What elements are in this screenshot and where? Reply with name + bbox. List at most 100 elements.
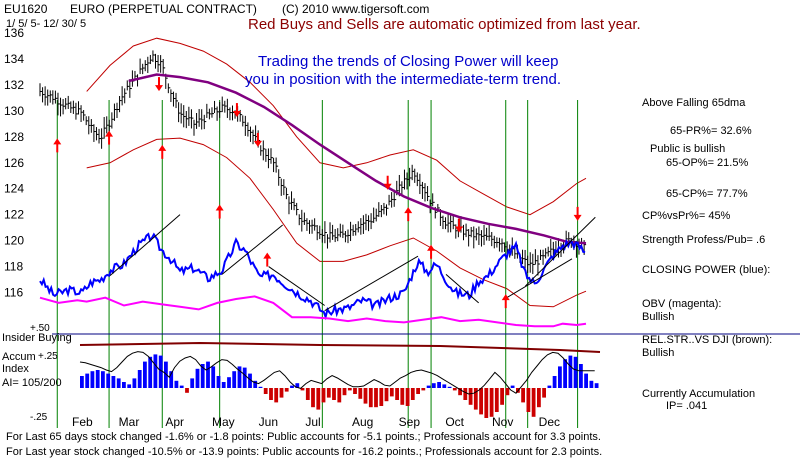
accum-bar-5	[106, 373, 111, 388]
accum-bar-54	[363, 388, 368, 404]
relstr-state: Bullish	[642, 347, 674, 359]
sell-arrow-head-3	[383, 183, 392, 190]
buy-arrow-head-2	[158, 144, 167, 151]
closing-power-layer	[39, 214, 596, 321]
y-tick-label-4: 124	[4, 182, 24, 196]
accum-bar-63	[410, 388, 415, 400]
accum-bar-84	[521, 388, 525, 403]
accum-bar-88	[542, 388, 546, 398]
ip-label: IP= .041	[666, 400, 707, 412]
accum-bar-35	[263, 388, 268, 394]
red-signals-note: Red Buys and Sells are automatic optimiz…	[248, 16, 641, 33]
y-tick-label-3: 122	[4, 208, 24, 222]
accum-bar-71	[452, 388, 457, 391]
accum-bar-30	[237, 366, 242, 388]
accum-bar-46	[321, 388, 326, 403]
accum-bar-10	[132, 378, 137, 388]
accum-bar-28	[227, 377, 231, 388]
trend-line-1	[221, 224, 283, 275]
accum-bar-56	[374, 388, 378, 408]
accum-bar-11	[137, 370, 142, 388]
lower-band-line	[86, 137, 587, 308]
pr-label: 65-PR%= 32.6%	[670, 125, 752, 137]
accum-bar-57	[379, 388, 384, 406]
y-tick-label-10: 136	[4, 26, 24, 40]
footer-line2: For Last year stock changed -10.5% or -1…	[6, 446, 602, 458]
buy-arrow-head-3	[215, 204, 224, 211]
accum-bar-22	[195, 368, 200, 388]
accum-bar-96	[584, 373, 588, 388]
accum-bar-1	[85, 373, 90, 388]
closing-power-line	[39, 232, 586, 321]
accum-bar-23	[200, 364, 205, 388]
trend-line-2	[268, 266, 325, 306]
accum-bar-86	[531, 388, 536, 417]
contract-name: EURO (PERPETUAL CONTRACT)	[70, 2, 257, 16]
accum-bar-12	[143, 361, 147, 388]
accum-bar-48	[332, 388, 336, 400]
trend-line-6	[524, 216, 596, 287]
accum-bar-29	[232, 371, 237, 388]
accum-bar-33	[253, 380, 258, 388]
blue-note-line2: you in position with the intermediate-te…	[245, 71, 561, 88]
x-tick-label-9: Nov	[492, 415, 513, 429]
accum-bar-51	[347, 388, 352, 391]
accum-bar-68	[437, 382, 441, 388]
sell-arrow-head-4	[455, 226, 464, 233]
accum-bar-76	[479, 388, 483, 415]
accum-bar-67	[431, 383, 436, 388]
accum-bar-15	[158, 355, 163, 388]
accum-bar-18	[174, 380, 179, 388]
accum-bar-78	[489, 388, 494, 417]
accum-bar-19	[179, 385, 184, 388]
date-range: 1/ 5/ 5- 12/ 30/ 5	[6, 18, 86, 30]
closing-power-label: CLOSING POWER (blue):	[642, 264, 770, 276]
accum-bar-13	[148, 356, 153, 388]
accum-bar-90	[552, 376, 557, 388]
accum-bar-59	[389, 388, 394, 397]
buy-arrow-head-0	[53, 138, 62, 145]
copyright: (C) 2010 www.tigersoft.com	[282, 2, 429, 16]
accum-bar-2	[90, 371, 95, 388]
accum-bar-20	[185, 388, 189, 393]
accum-bar-70	[447, 386, 452, 388]
accum-bar-21	[190, 378, 195, 388]
accum-bar-61	[400, 388, 405, 405]
accum-bar-80	[500, 388, 504, 405]
minus25-label: -.25	[30, 412, 48, 423]
symbol-label: EU1620	[4, 2, 48, 16]
ai-label: AI= 105/200	[2, 377, 62, 389]
accum-bar-50	[342, 388, 347, 396]
accum-bar-3	[95, 370, 100, 388]
accum-bar-47	[326, 388, 331, 398]
accum-bar-95	[579, 364, 583, 388]
accum-bar-77	[484, 388, 489, 418]
accum-bar-93	[568, 355, 573, 388]
x-tick-label-4: Jun	[259, 415, 278, 429]
sell-arrow-head-0	[155, 85, 163, 92]
buy-arrow-head-4	[263, 252, 272, 259]
accum-bar-9	[127, 384, 132, 388]
accum-bar-26	[216, 376, 221, 388]
accum-bar-81	[505, 388, 510, 396]
accumulation-label: Currently Accumulation	[642, 388, 755, 400]
y-tick-label-1: 118	[4, 260, 23, 274]
x-tick-label-3: May	[212, 415, 235, 429]
accum-bar-58	[384, 388, 389, 402]
x-tick-label-10: Dec	[539, 415, 560, 429]
accum-label: Accum	[2, 351, 36, 363]
obv-state: Bullish	[642, 311, 674, 323]
accum-bar-37	[274, 388, 279, 403]
accum-bar-4	[101, 371, 105, 388]
accum-bar-82	[510, 385, 515, 388]
accum-bar-42	[300, 388, 305, 391]
accum-bar-52	[353, 388, 357, 394]
accum-bar-94	[573, 356, 578, 388]
x-tick-label-6: Aug	[352, 415, 373, 429]
accum-bar-34	[258, 386, 263, 388]
obv-label: OBV (magenta):	[642, 298, 721, 310]
accum-bar-17	[169, 371, 174, 388]
accum-bar-36	[269, 388, 273, 400]
signal-arrows-layer	[53, 77, 582, 309]
y-tick-label-2: 120	[4, 234, 24, 248]
